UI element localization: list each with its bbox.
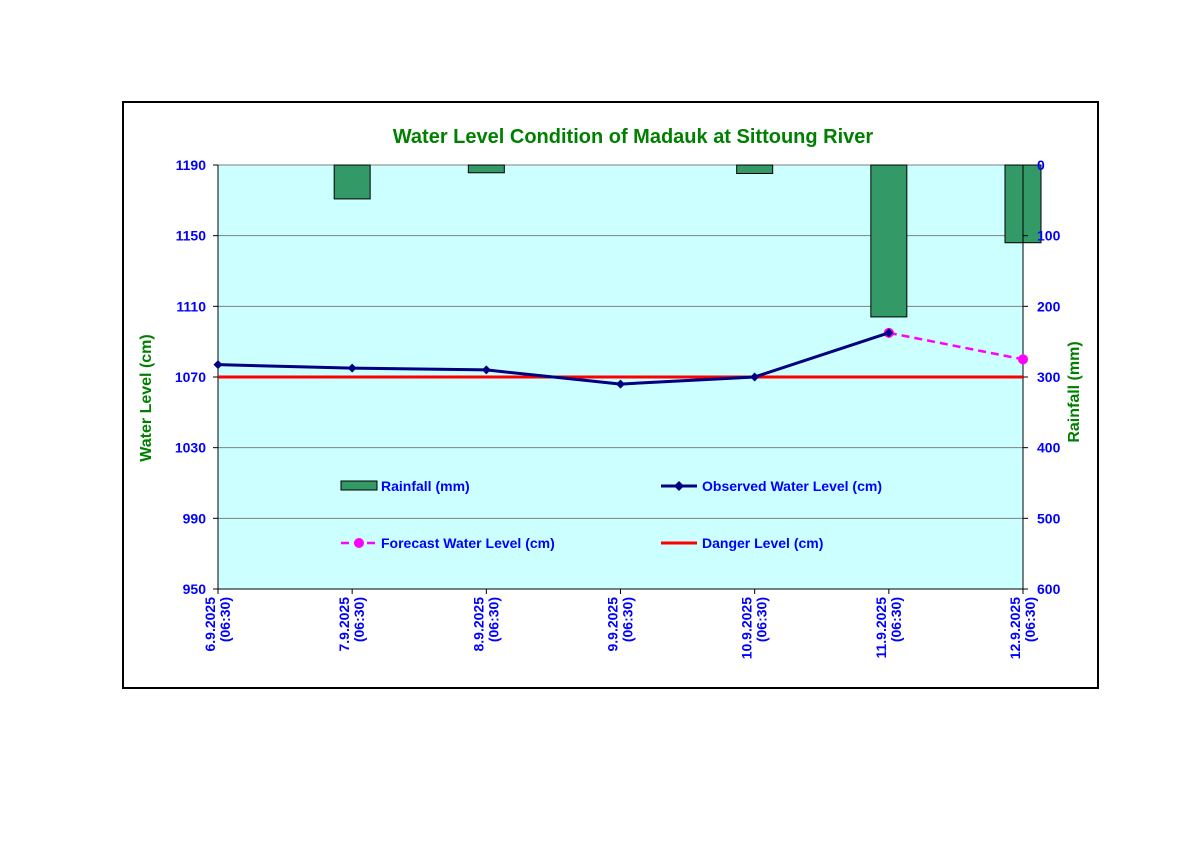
- y-tick-label: 990: [183, 510, 207, 526]
- x-tick-label: 12.9.2025 (06:30): [1007, 597, 1038, 659]
- legend-rainfall-label: Rainfall (mm): [381, 478, 470, 494]
- x-tick-label-time: (06:30): [217, 597, 233, 642]
- x-tick-label-time: (06:30): [1022, 597, 1038, 642]
- y-tick-label: 1190: [176, 157, 207, 173]
- x-tick-label: 8.9.2025 (06:30): [470, 597, 501, 652]
- rainfall-bar: [467, 164, 505, 174]
- legend-danger-label: Danger Level (cm): [702, 535, 823, 551]
- x-tick-label-date: 6.9.2025: [202, 597, 218, 652]
- rainfall-bar: [333, 164, 371, 200]
- observed-point: [616, 379, 625, 389]
- rainfall-bars: [333, 164, 1042, 318]
- y-tick-label: 1110: [176, 298, 206, 314]
- rainfall-bar: [736, 164, 774, 174]
- y2-tick-label: 0: [1037, 157, 1045, 173]
- chart-title: Water Level Condition of Madauk at Sitto…: [393, 126, 874, 148]
- y-tick-label: 1150: [176, 228, 207, 244]
- legend-observed-marker: [674, 481, 684, 491]
- y-tick-label: 1030: [175, 440, 206, 456]
- observed-point: [213, 360, 223, 370]
- y2-tick-label: 600: [1037, 581, 1061, 597]
- y2-tick-label: 400: [1037, 440, 1061, 456]
- x-tick-label: 7.9.2025 (06:30): [336, 597, 367, 652]
- water-level-lines: [213, 327, 1028, 389]
- x-tick-label-date: 9.9.2025: [605, 597, 621, 652]
- x-tick-label-time: (06:30): [888, 597, 904, 642]
- y2-tick-label: 500: [1037, 510, 1061, 526]
- y2-tick-label: 200: [1037, 298, 1061, 314]
- x-tick-label: 9.9.2025 (06:30): [605, 597, 636, 652]
- y-tick-label: 950: [183, 581, 207, 597]
- legend-forecast-marker: [354, 538, 364, 548]
- x-tick-label-time: (06:30): [754, 597, 770, 642]
- y-tick-label: 1070: [175, 369, 206, 385]
- x-tick-label-date: 10.9.2025: [739, 597, 755, 659]
- observed-point: [750, 372, 760, 382]
- forecast-water-level-line: [888, 331, 1024, 361]
- legend: Rainfall (mm) Observed Water Level (cm) Fo…: [340, 478, 882, 551]
- y2-axis-title: Rainfall (mm): [1066, 341, 1083, 442]
- rainfall-bar: [870, 164, 908, 318]
- observed-point: [481, 365, 491, 375]
- legend-observed-label: Observed Water Level (cm): [702, 478, 882, 494]
- x-tick-label-date: 7.9.2025: [336, 597, 352, 652]
- x-tick-label-time: (06:30): [620, 597, 636, 642]
- observed-point: [347, 363, 357, 373]
- x-tick-label: 11.9.2025 (06:30): [873, 597, 904, 659]
- x-tick-label-time: (06:30): [485, 597, 501, 642]
- observed-point: [884, 328, 894, 338]
- tick-labels: 950 990 1030 1070 1110 1150 1190 0 100 200 300 400 5…: [175, 157, 1061, 659]
- x-tick-label-date: 8.9.2025: [470, 597, 486, 652]
- legend-rainfall-swatch: [340, 480, 378, 491]
- observed-water-level-line: [217, 331, 890, 386]
- y2-tick-label: 100: [1037, 228, 1061, 244]
- y2-tick-label: 300: [1037, 369, 1061, 385]
- legend-forecast-label: Forecast Water Level (cm): [381, 535, 555, 551]
- forecast-point: [1018, 354, 1028, 365]
- x-tick-label: 6.9.2025 (06:30): [202, 597, 233, 652]
- x-tick-label-time: (06:30): [351, 597, 367, 642]
- x-tick-label: 10.9.2025 (06:30): [739, 597, 770, 659]
- x-tick-label-date: 12.9.2025: [1007, 597, 1023, 659]
- y-axis-title: Water Level (cm): [138, 334, 155, 461]
- x-tick-label-date: 11.9.2025: [873, 597, 889, 659]
